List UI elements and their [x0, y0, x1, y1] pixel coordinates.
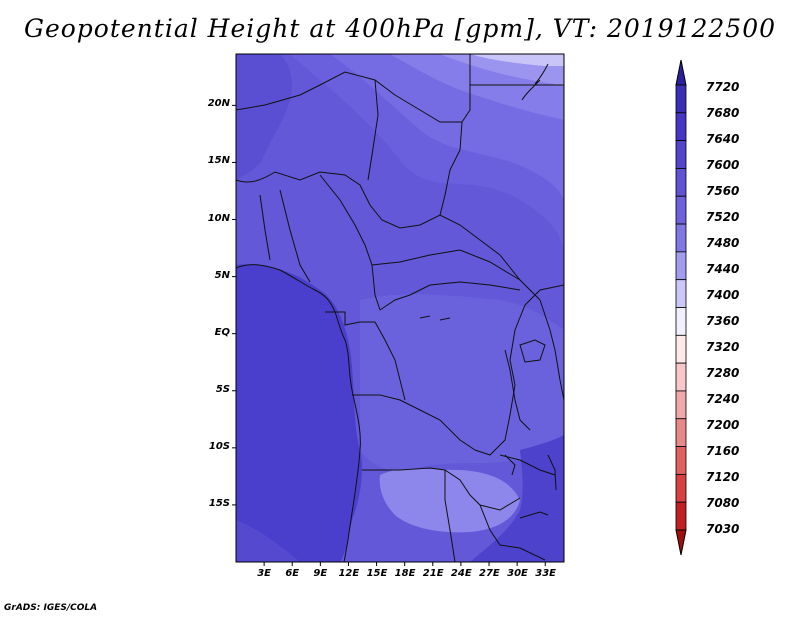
lon-tick-label: 30E: [507, 568, 528, 579]
border-congo: [374, 321, 406, 401]
lon-tick-label: 12E: [338, 568, 360, 579]
coast-mozambique: [547, 454, 557, 491]
colorbar-segment: [675, 84, 687, 114]
lat-tick-label: 15S: [208, 497, 230, 509]
lon-tick-label: 18E: [394, 568, 416, 579]
colorbar-segment: [675, 251, 687, 281]
field-northwest: [236, 54, 292, 180]
lake-tanganyika: [504, 349, 531, 431]
border-drc-north: [379, 281, 521, 311]
colorbar-label: 7200: [706, 418, 740, 432]
colorbar: [675, 59, 687, 556]
lon-ticks: [263, 562, 546, 566]
colorbar-label: 7560: [706, 184, 740, 198]
lon-tick-label: 24E: [450, 568, 472, 579]
colorbar-label: 7120: [706, 470, 740, 484]
colorbar-label: 7280: [706, 366, 740, 380]
lat-tick-label: 5S: [215, 383, 230, 395]
colorbar-segment: [675, 501, 687, 531]
coastline-west: [236, 264, 361, 562]
border-cameroon: [319, 174, 381, 311]
colorbar-segment: [675, 334, 687, 364]
colorbar-segment: [675, 446, 687, 475]
lat-tick-label: 10S: [208, 440, 230, 452]
border-sahel: [236, 171, 541, 301]
colorbar-segment: [675, 223, 687, 253]
border-angola-drc: [352, 394, 476, 451]
colorbar-segment: [675, 473, 687, 503]
border-zambia: [499, 454, 556, 476]
colorbar-segment: [675, 195, 687, 225]
lake-victoria: [519, 339, 546, 363]
colorbar-label: 7320: [706, 340, 740, 354]
red-sea-coast: [521, 63, 549, 101]
congo-river-marks: [419, 315, 451, 321]
border-zimbabwe: [479, 504, 546, 561]
colorbar-label: 7160: [706, 444, 740, 458]
lat-tick-label: 20N: [207, 98, 230, 110]
colorbar-segment: [675, 418, 687, 447]
colorbar-label: 7030: [706, 522, 740, 536]
colorbar-label: 7480: [706, 236, 740, 250]
field-southwest: [236, 520, 300, 562]
field-ocean-west: [236, 264, 363, 562]
lon-tick-label: 3E: [257, 568, 271, 579]
colorbar-label: 7680: [706, 106, 740, 120]
colorbar-segment: [675, 112, 687, 142]
border-chad-sudan: [439, 121, 463, 216]
lat-ticks: [232, 104, 236, 506]
lat-tick-label: 5N: [214, 269, 230, 281]
colorbar-label: 7360: [706, 314, 740, 328]
colorbar-label: 7520: [706, 210, 740, 224]
colorbar-label: 7240: [706, 392, 740, 406]
colorbar-label: 7440: [706, 262, 740, 276]
border-east: [539, 299, 564, 401]
colorbar-segment: [675, 279, 687, 308]
credit-text: GrADS: IGES/COLA: [4, 603, 98, 613]
country-borders: [236, 54, 564, 562]
lon-tick-label: 15E: [366, 568, 388, 579]
colorbar-label: 7720: [706, 80, 740, 94]
colorbar-segment: [675, 362, 687, 392]
colorbar-segment: [675, 307, 687, 336]
lon-tick-label: 9E: [313, 568, 328, 579]
border-north: [236, 71, 564, 123]
colorbar-top-arrow: [675, 59, 687, 86]
border-east-drc: [474, 284, 564, 456]
height-field: [236, 54, 564, 562]
lon-tick-label: 33E: [535, 568, 556, 579]
colorbar-label: 7400: [706, 288, 740, 302]
border-gabon: [325, 311, 375, 326]
lat-tick-label: 10N: [207, 212, 230, 224]
border-angola-south: [362, 467, 521, 511]
field-central: [360, 294, 564, 472]
border-niger-chad: [367, 79, 379, 181]
colorbar-segment: [675, 168, 687, 197]
colorbar-label: 7640: [706, 132, 740, 146]
field-southeast: [470, 435, 564, 562]
field-band-north-5: [470, 54, 564, 66]
border-car: [371, 249, 521, 281]
lat-tick-label: EQ: [214, 326, 230, 338]
lat-tick-label: 15N: [207, 155, 230, 167]
border-namibia-botswana: [444, 470, 456, 562]
lon-tick-label: 6E: [285, 568, 300, 579]
colorbar-label: 7600: [706, 158, 740, 172]
border-benin: [259, 194, 271, 261]
colorbar-segment: [675, 390, 687, 420]
colorbar-label: 7080: [706, 496, 740, 510]
colorbar-segment: [675, 140, 687, 169]
lake-malawi: [504, 454, 516, 476]
map-frame: [235, 53, 565, 563]
lon-tick-label: 27E: [479, 568, 500, 579]
border-nigeria-west: [279, 189, 311, 283]
coast-south-east: [519, 511, 549, 519]
colorbar-bottom-arrow: [675, 529, 687, 556]
lon-tick-label: 21E: [422, 568, 444, 579]
chart-title: Geopotential Height at 400hPa [gpm], VT:…: [23, 14, 777, 43]
